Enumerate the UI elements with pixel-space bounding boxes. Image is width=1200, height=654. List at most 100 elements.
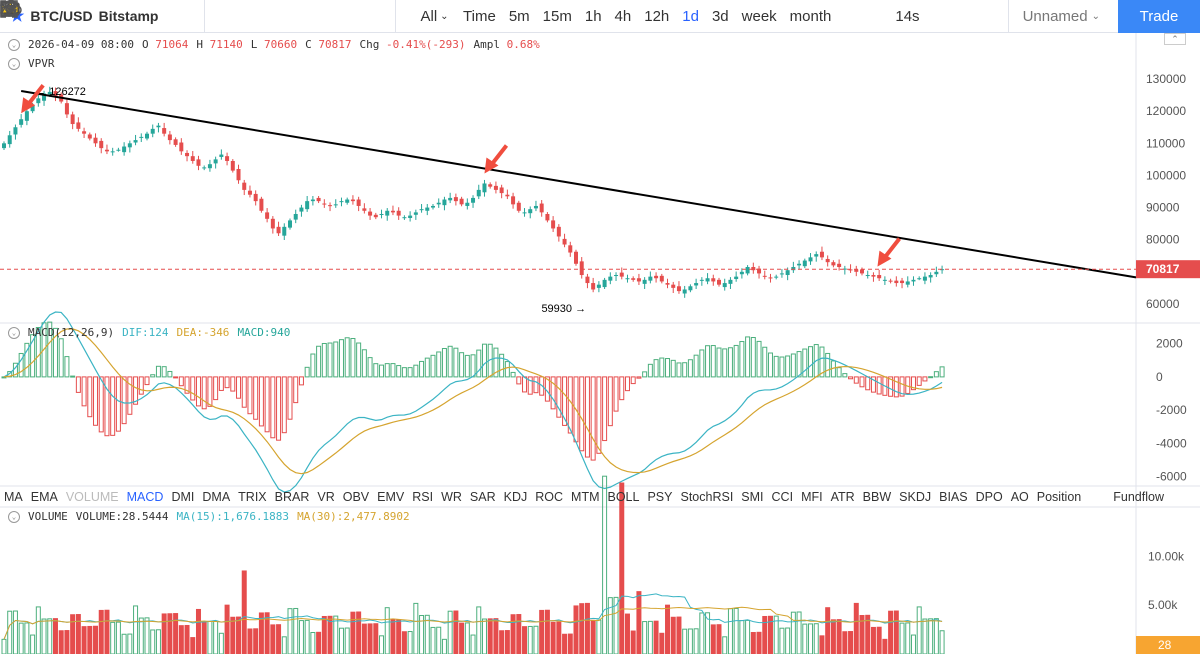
candle-body: [110, 151, 115, 153]
indicators-icon[interactable]: [0, 0, 281, 33]
candle-body: [928, 275, 933, 278]
indicator-tab-boll[interactable]: BOLL: [607, 490, 640, 504]
indicator-tab-smi[interactable]: SMI: [741, 490, 764, 504]
volume-bar: [224, 604, 230, 654]
macd-histogram-bar: [218, 376, 224, 391]
indicator-tab-kdj[interactable]: KDJ: [503, 490, 528, 504]
volume-bar: [241, 570, 247, 654]
timeframe-15m[interactable]: 15m: [542, 7, 572, 25]
indicator-tab-position[interactable]: Position: [1036, 490, 1082, 504]
timeframe-4h[interactable]: 4h: [614, 7, 632, 25]
candle-body: [888, 280, 893, 282]
symbol-selector[interactable]: ★ BTC/USD Bitstamp: [0, 0, 166, 33]
indicator-tab-mfi[interactable]: MFI: [801, 490, 823, 504]
timeframe-12h[interactable]: 12h: [644, 7, 670, 25]
trade-button[interactable]: Trade: [1118, 0, 1200, 33]
macd-histogram-bar: [236, 376, 242, 399]
chevron-down-icon[interactable]: ⌄: [8, 38, 20, 51]
candle-body: [757, 268, 762, 274]
camera-icon[interactable]: [0, 0, 970, 33]
candle-body: [270, 218, 275, 229]
volume-bar: [802, 623, 808, 654]
candle-body: [728, 279, 733, 284]
chevron-down-icon[interactable]: ⌄: [8, 510, 20, 523]
layout-icon[interactable]: [0, 0, 395, 33]
indicator-tab-dma[interactable]: DMA: [202, 490, 231, 504]
indicator-tab-brar[interactable]: BRAR: [274, 490, 310, 504]
indicator-tab-rsi[interactable]: RSI: [412, 490, 434, 504]
timeframe-3d[interactable]: 3d: [711, 7, 729, 25]
chart-canvas[interactable]: 6000070000800009000010000011000012000013…: [0, 33, 1200, 654]
candle-body: [116, 149, 121, 151]
candle-body: [488, 184, 493, 187]
timeframe-1d[interactable]: 1d: [682, 7, 699, 25]
candle-body: [551, 220, 556, 229]
candle-body: [768, 277, 773, 279]
indicator-tab-ma[interactable]: MA: [4, 490, 23, 504]
volume-bar: [539, 609, 545, 654]
chevron-down-icon[interactable]: ⌄: [8, 57, 20, 70]
indicator-tab-cci[interactable]: CCI: [771, 490, 794, 504]
volume-bar: [218, 632, 224, 654]
indicator-tab-wr[interactable]: WR: [441, 490, 462, 504]
candle-body: [202, 167, 207, 169]
indicator-tab-skdj[interactable]: SKDJ: [899, 490, 932, 504]
candle-body: [36, 98, 41, 104]
timeframe-month[interactable]: month: [789, 7, 832, 25]
vpvr-label[interactable]: VPVR: [28, 57, 55, 70]
symbol-name: BTC/USD: [30, 8, 93, 24]
indicator-tab-dmi[interactable]: DMI: [171, 490, 195, 504]
macd-histogram-bar: [590, 376, 596, 461]
indicator-tab-macd[interactable]: MACD: [126, 490, 164, 504]
chevron-down-icon[interactable]: ⌄: [8, 326, 20, 339]
macd-histogram-bar: [247, 376, 253, 415]
candle-body: [127, 143, 132, 148]
range-all-dropdown[interactable]: All ⌄: [412, 0, 456, 33]
volume-bar: [356, 611, 362, 654]
indicator-tab-bbw[interactable]: BBW: [862, 490, 892, 504]
indicator-tab-mtm[interactable]: MTM: [571, 490, 600, 504]
indicator-tab-trix[interactable]: TRIX: [238, 490, 267, 504]
collapse-button[interactable]: ⌃: [1164, 33, 1186, 45]
indicator-tab-fundflow[interactable]: Fundflow: [1113, 490, 1164, 504]
fullscreen-icon[interactable]: [0, 0, 1008, 33]
template-icon[interactable]: [1, 0, 357, 33]
volume-bar: [18, 622, 24, 654]
indicator-tab-bias[interactable]: BIAS: [939, 490, 968, 504]
indicator-tab-obv[interactable]: OBV: [342, 490, 370, 504]
indicator-tab-dpo[interactable]: DPO: [975, 490, 1003, 504]
macd-histogram-bar: [361, 349, 367, 378]
candle-body: [940, 269, 945, 271]
indicator-tab-emv[interactable]: EMV: [377, 490, 405, 504]
indicator-tab-ao[interactable]: AO: [1010, 490, 1029, 504]
candle-body: [442, 199, 447, 206]
arrow-head: [877, 250, 892, 267]
indicator-tab-psy[interactable]: PSY: [647, 490, 673, 504]
volume-tick-label: 5.00k: [1148, 598, 1178, 612]
timeframe-week[interactable]: week: [741, 7, 777, 25]
macd-histogram-bar: [567, 376, 573, 434]
top-toolbar: ★ BTC/USD Bitstamp All ⌄ Time 5m 15m 1h 4h 12…: [0, 0, 1200, 33]
timeframe-5m[interactable]: 5m: [508, 7, 530, 25]
layout-name-dropdown[interactable]: Unnamed ⌄: [0, 0, 1108, 33]
indicator-tab-atr[interactable]: ATR: [830, 490, 855, 504]
volume-bar: [464, 622, 470, 654]
timeframe-time[interactable]: Time: [463, 7, 496, 25]
crown-icon[interactable]: [1, 0, 243, 33]
indicator-tab-vr[interactable]: VR: [317, 490, 335, 504]
chart-area[interactable]: 6000070000800009000010000011000012000013…: [0, 33, 1200, 654]
indicator-tab-roc[interactable]: ROC: [535, 490, 564, 504]
macd-histogram-bar: [693, 354, 699, 378]
indicator-tab-volume[interactable]: VOLUME: [65, 490, 119, 504]
volume-bar: [682, 628, 688, 654]
indicator-tab-stochrsi[interactable]: StochRSI: [680, 490, 734, 504]
timeframe-1h[interactable]: 1h: [584, 7, 602, 25]
search-icon[interactable]: [0, 0, 204, 33]
candle-body: [145, 133, 149, 139]
indicator-tab-sar[interactable]: SAR: [469, 490, 496, 504]
volume-bar: [922, 618, 928, 654]
candle-body: [505, 194, 510, 197]
indicator-tab-ema[interactable]: EMA: [30, 490, 58, 504]
settings-icon[interactable]: [1, 0, 319, 33]
annotation-arrow-icon: [484, 144, 509, 174]
